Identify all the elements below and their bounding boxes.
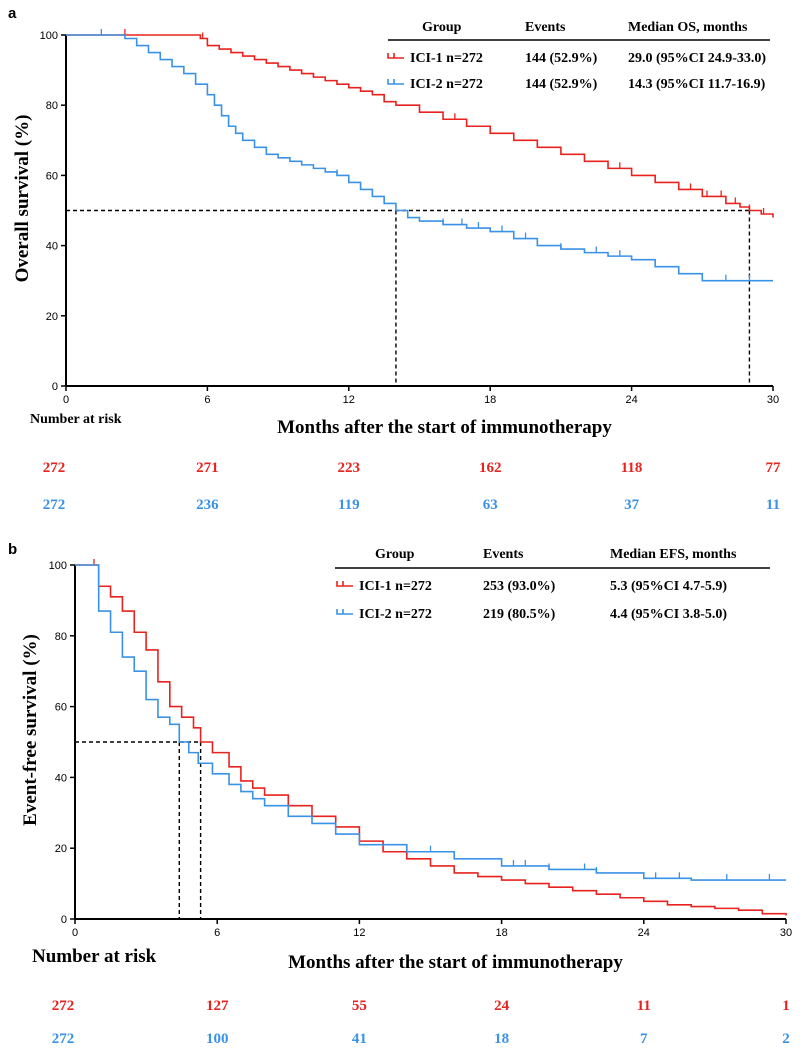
legend-events: 144 (52.9%) — [525, 77, 598, 92]
y-tick-label: 60 — [46, 170, 58, 182]
survival-curve-1 — [75, 564, 787, 916]
at-risk-value: 236 — [196, 497, 219, 513]
y-tick-label: 0 — [52, 381, 58, 393]
at-risk-value: 37 — [624, 497, 640, 513]
y-tick-label: 40 — [55, 772, 67, 784]
legend-swatch — [387, 53, 404, 59]
at-risk-value: 162 — [479, 460, 502, 476]
x-tick-label: 0 — [63, 394, 69, 406]
x-tick-label: 6 — [204, 394, 210, 406]
panel-a: a 0 20 40 60 80 100 0 6 12 18 24 30 Overall survival … — [8, 5, 781, 513]
at-risk-value: 11 — [766, 497, 780, 513]
y-axis-label: Overall survival (%) — [12, 115, 33, 283]
legend-median: 29.0 (95%CI 24.9-33.0) — [628, 51, 766, 66]
legend-header: Events — [525, 20, 566, 35]
panel-label: a — [8, 5, 17, 22]
y-tick-label: 60 — [55, 702, 67, 714]
number-at-risk-label: Number at risk — [30, 412, 122, 427]
legend-header: Median OS, months — [628, 20, 748, 35]
x-tick-label: 18 — [495, 927, 507, 939]
at-risk-value: 272 — [52, 998, 75, 1014]
y-tick-label: 0 — [61, 914, 67, 926]
y-tick-label: 100 — [49, 560, 67, 572]
legend-swatch — [336, 581, 353, 587]
at-risk-value: 2 — [782, 1031, 790, 1047]
x-tick-label: 30 — [767, 394, 779, 406]
number-at-risk-label: Number at risk — [32, 946, 157, 967]
x-tick-label: 6 — [214, 927, 220, 939]
panel-label: b — [8, 541, 17, 558]
legend-events: 219 (80.5%) — [483, 607, 556, 622]
legend-median: 14.3 (95%CI 11.7-16.9) — [628, 77, 766, 92]
at-risk-value: 100 — [206, 1031, 229, 1047]
survival-curve-1 — [66, 34, 774, 218]
legend-swatch — [336, 609, 353, 615]
legend-swatch — [387, 79, 404, 85]
x-axis-label: Months after the start of immunotherapy — [277, 417, 612, 438]
legend-group: ICI-1 n=272 — [359, 579, 432, 594]
x-tick-label: 18 — [484, 394, 496, 406]
at-risk-value: 272 — [43, 460, 66, 476]
legend-events: 144 (52.9%) — [525, 51, 598, 66]
legend-header: Group — [375, 547, 415, 562]
at-risk-value: 118 — [621, 460, 643, 476]
x-tick-label: 0 — [72, 927, 78, 939]
legend-group: ICI-1 n=272 — [410, 51, 483, 66]
x-tick-label: 30 — [780, 927, 792, 939]
y-axis-label: Event-free survival (%) — [20, 634, 41, 826]
legend-header: Group — [422, 20, 462, 35]
at-risk-value: 119 — [338, 497, 360, 513]
at-risk-value: 7 — [640, 1031, 648, 1047]
at-risk-value: 1 — [782, 998, 790, 1014]
at-risk-value: 55 — [352, 998, 367, 1014]
survival-curve-2 — [75, 564, 786, 881]
x-tick-label: 12 — [353, 927, 365, 939]
legend-median: 4.4 (95%CI 3.8-5.0) — [610, 607, 727, 622]
at-risk-value: 271 — [196, 460, 219, 476]
at-risk-value: 41 — [352, 1031, 367, 1047]
x-tick-label: 24 — [638, 927, 650, 939]
legend-group: ICI-2 n=272 — [359, 607, 432, 622]
legend-group: ICI-2 n=272 — [410, 77, 483, 92]
at-risk-value: 18 — [494, 1031, 509, 1047]
at-risk-value: 272 — [52, 1031, 75, 1047]
legend-median: 5.3 (95%CI 4.7-5.9) — [610, 579, 727, 594]
y-tick-label: 80 — [46, 100, 58, 112]
at-risk-value: 63 — [483, 497, 498, 513]
at-risk-value: 127 — [206, 998, 229, 1014]
survival-curve-2 — [66, 34, 773, 282]
y-tick-label: 20 — [55, 843, 67, 855]
legend-events: 253 (93.0%) — [483, 579, 556, 594]
y-tick-label: 80 — [55, 631, 67, 643]
y-tick-label: 40 — [46, 241, 58, 253]
at-risk-value: 223 — [338, 460, 361, 476]
at-risk-value: 77 — [766, 460, 782, 476]
x-tick-label: 24 — [625, 394, 637, 406]
y-tick-label: 100 — [40, 30, 58, 42]
at-risk-value: 272 — [43, 497, 66, 513]
legend-header: Events — [483, 547, 524, 562]
x-axis-label: Months after the start of immunotherapy — [288, 952, 623, 973]
y-tick-label: 20 — [46, 311, 58, 323]
x-tick-label: 12 — [343, 394, 355, 406]
at-risk-value: 11 — [637, 998, 651, 1014]
at-risk-value: 24 — [494, 998, 510, 1014]
legend-header: Median EFS, months — [610, 547, 737, 562]
